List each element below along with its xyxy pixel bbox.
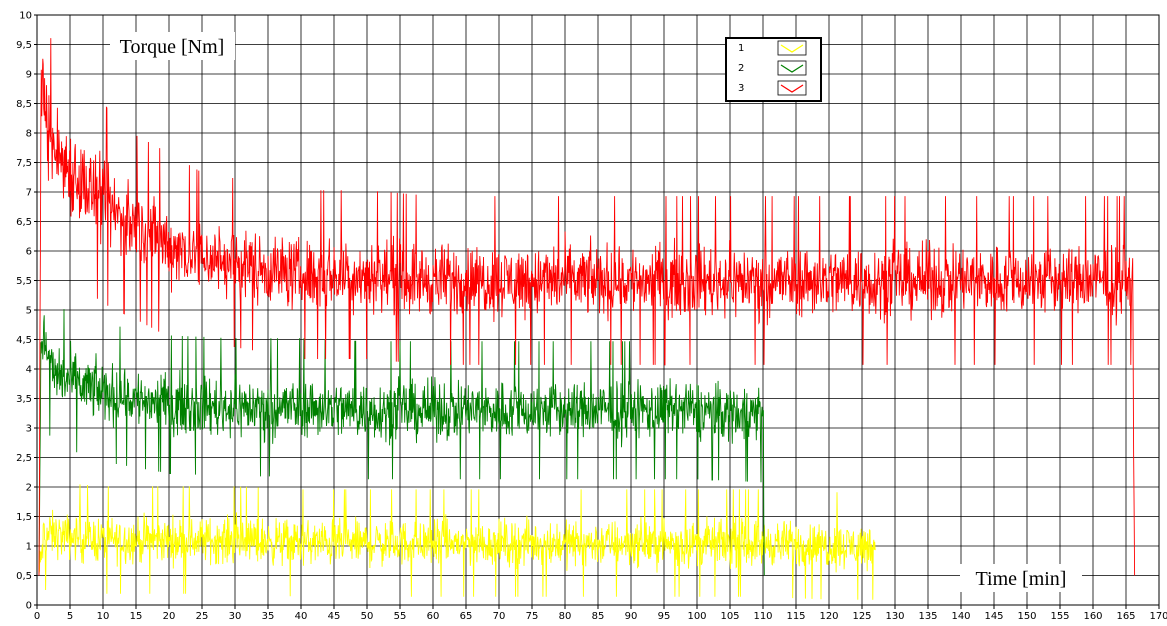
series-1-line (38, 484, 876, 600)
y-tick-label: 8,5 (16, 99, 32, 110)
x-tick-label: 80 (559, 611, 572, 622)
x-tick-label: 155 (1050, 611, 1069, 622)
x-tick-label: 100 (687, 611, 706, 622)
y-axis-title: Torque [Nm] (120, 36, 225, 58)
x-tick-label: 5 (67, 611, 73, 622)
x-tick-label: 75 (526, 611, 539, 622)
legend-label-2: 2 (738, 63, 744, 74)
x-tick-label: 55 (394, 611, 407, 622)
legend-swatch-1 (777, 40, 807, 56)
y-tick-label: 4 (26, 365, 32, 376)
legend: 1 2 3 (725, 37, 822, 102)
legend-marker-1 (780, 44, 804, 53)
x-tick-label: 165 (1116, 611, 1135, 622)
x-tick-label: 90 (625, 611, 638, 622)
y-tick-label: 6 (26, 247, 32, 258)
x-tick-label: 145 (984, 611, 1003, 622)
y-tick-label: 4,5 (16, 335, 32, 346)
x-tick-label: 135 (918, 611, 937, 622)
x-tick-label: 110 (753, 611, 772, 622)
x-axis-title-box: Time [min] (960, 564, 1082, 592)
y-tick-label: 3,5 (16, 394, 32, 405)
x-tick-label: 130 (885, 611, 904, 622)
series-2-line (38, 309, 765, 576)
x-tick-label: 120 (819, 611, 838, 622)
x-tick-label: 170 (1149, 611, 1167, 622)
series-3-line (38, 38, 1136, 576)
tick-labels: 0 5 10 15 20 25 30 35 40 45 50 55 60 65 70 75 80 85 90 95 10… (16, 11, 1167, 623)
x-tick-label: 0 (34, 611, 40, 622)
x-tick-label: 50 (361, 611, 374, 622)
legend-swatch-2 (777, 60, 807, 76)
y-tick-label: 10 (19, 11, 32, 22)
x-tick-label: 20 (163, 611, 176, 622)
legend-label-1: 1 (738, 43, 744, 54)
x-axis-title: Time [min] (976, 568, 1067, 590)
y-tick-label: 5,5 (16, 276, 32, 287)
x-tick-label: 115 (786, 611, 805, 622)
y-tick-label: 9 (26, 70, 32, 81)
y-axis-title-box: Torque [Nm] (110, 32, 235, 60)
y-tick-label: 7,5 (16, 158, 32, 169)
y-tick-label: 3 (26, 424, 32, 435)
y-tick-label: 1 (26, 542, 32, 553)
y-tick-label: 6,5 (16, 217, 32, 228)
x-tick-label: 65 (460, 611, 473, 622)
x-tick-label: 15 (130, 611, 143, 622)
x-tick-label: 30 (229, 611, 242, 622)
x-tick-label: 25 (196, 611, 209, 622)
x-tick-label: 60 (427, 611, 440, 622)
y-tick-label: 8 (26, 129, 32, 140)
y-tick-label: 5 (26, 306, 32, 317)
x-tick-label: 35 (262, 611, 275, 622)
y-tick-label: 7 (26, 188, 32, 199)
legend-marker-3 (780, 84, 804, 93)
y-tick-label: 1,5 (16, 512, 32, 523)
x-tick-label: 95 (658, 611, 671, 622)
x-tick-label: 160 (1083, 611, 1102, 622)
x-tick-label: 10 (97, 611, 110, 622)
series-layer (38, 38, 1136, 600)
x-tick-label: 70 (493, 611, 506, 622)
x-tick-label: 45 (328, 611, 341, 622)
y-tick-label: 0,5 (16, 571, 32, 582)
x-tick-label: 105 (720, 611, 739, 622)
legend-marker-2 (780, 64, 804, 73)
x-tick-label: 125 (852, 611, 871, 622)
y-tick-label: 2,5 (16, 453, 32, 464)
y-tick-label: 9,5 (16, 40, 32, 51)
legend-swatch-3 (777, 80, 807, 96)
y-tick-label: 0 (26, 601, 32, 612)
x-tick-label: 85 (592, 611, 605, 622)
y-tick-label: 2 (26, 483, 32, 494)
legend-label-3: 3 (738, 83, 744, 94)
grid (36, 14, 1160, 606)
x-tick-label: 40 (295, 611, 308, 622)
x-tick-label: 150 (1017, 611, 1036, 622)
x-tick-label: 140 (951, 611, 970, 622)
